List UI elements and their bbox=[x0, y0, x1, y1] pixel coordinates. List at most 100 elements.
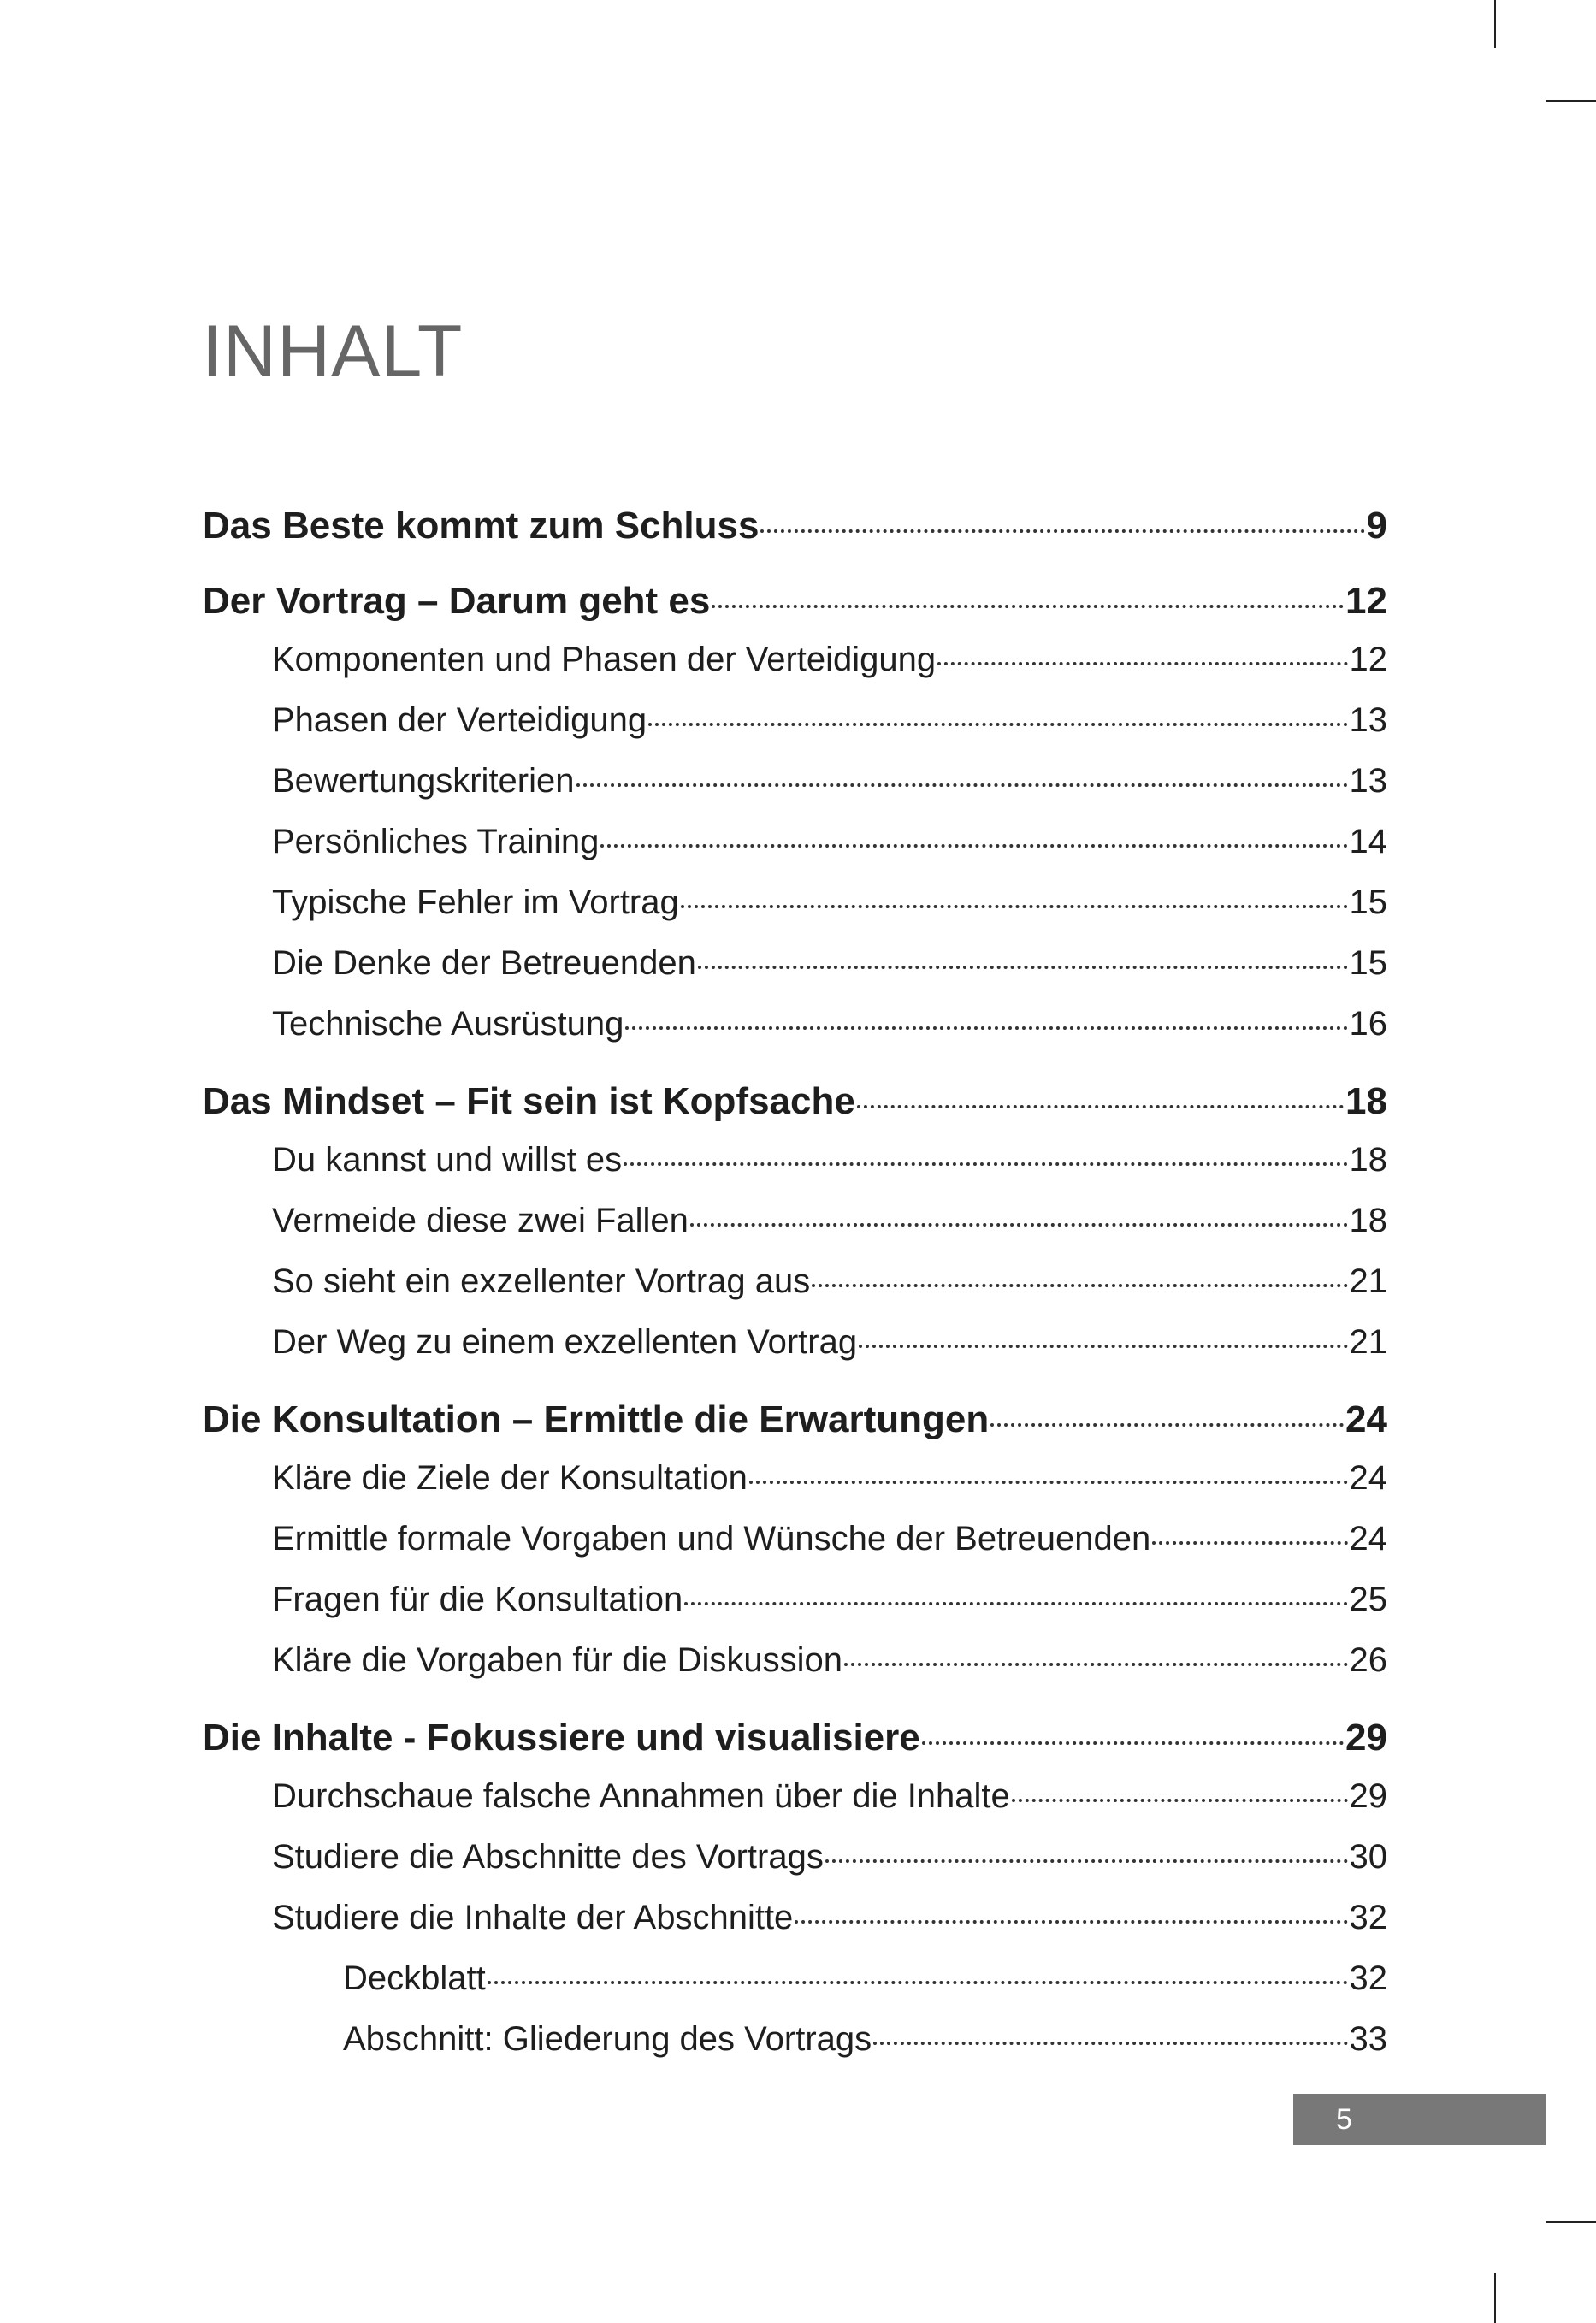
toc-entry-label: Komponenten und Phasen der Verteidigung bbox=[272, 641, 937, 678]
toc-entry-page: 18 bbox=[1349, 1141, 1388, 1179]
toc-entry-label: Kläre die Vorgaben für die Diskussion bbox=[272, 1641, 843, 1679]
toc-entry-label: Fragen für die Konsultation bbox=[272, 1581, 683, 1618]
table-of-contents: Das Beste kommt zum Schluss 9 Der Vortrag … bbox=[203, 497, 1387, 2070]
toc-section-entry[interactable]: Die Denke der Betreuenden 15 bbox=[203, 933, 1387, 994]
toc-entry-page: 29 bbox=[1349, 1777, 1388, 1815]
dot-leader bbox=[1011, 1799, 1348, 1802]
toc-entry-label: Das Beste kommt zum Schluss bbox=[203, 505, 760, 547]
toc-entry-label: Durchschaue falsche Annahmen über die In… bbox=[272, 1777, 1010, 1815]
dot-leader bbox=[697, 966, 1348, 969]
toc-section-entry[interactable]: Vermeide diese zwei Fallen 18 bbox=[203, 1191, 1387, 1251]
dot-leader bbox=[844, 1663, 1348, 1666]
toc-entry-label: Die Konsultation – Ermittle die Erwartun… bbox=[203, 1398, 990, 1440]
crop-mark-top-vertical bbox=[1494, 0, 1496, 48]
toc-entry-label: Du kannst und willst es bbox=[272, 1141, 623, 1179]
toc-entry-label: Das Mindset – Fit sein ist Kopfsache bbox=[203, 1080, 855, 1122]
toc-entry-page: 14 bbox=[1349, 823, 1388, 860]
toc-chapter-entry[interactable]: Die Inhalte - Fokussiere und visualisier… bbox=[203, 1709, 1387, 1766]
dot-leader bbox=[859, 1345, 1348, 1348]
page-title: INHALT bbox=[202, 310, 464, 393]
toc-entry-page: 26 bbox=[1349, 1641, 1388, 1679]
crop-mark-bottom-vertical bbox=[1494, 2273, 1496, 2323]
toc-entry-label: Der Vortrag – Darum geht es bbox=[203, 580, 711, 622]
toc-entry-label: So sieht ein exzellenter Vortrag aus bbox=[272, 1262, 811, 1300]
toc-entry-page: 32 bbox=[1349, 1959, 1388, 1997]
toc-entry-page: 32 bbox=[1349, 1899, 1388, 1936]
toc-chapter-entry[interactable]: Die Konsultation – Ermittle die Erwartun… bbox=[203, 1391, 1387, 1448]
dot-leader bbox=[856, 1105, 1345, 1108]
toc-section-entry[interactable]: Bewertungskriterien 13 bbox=[203, 751, 1387, 812]
toc-entry-label: Bewertungskriterien bbox=[272, 762, 575, 800]
dot-leader bbox=[1152, 1541, 1348, 1545]
toc-section-entry[interactable]: Ermittle formale Vorgaben und Wünsche de… bbox=[203, 1509, 1387, 1569]
toc-section-entry[interactable]: Technische Ausrüstung 16 bbox=[203, 994, 1387, 1055]
toc-entry-label: Persönliches Training bbox=[272, 823, 600, 860]
dot-leader bbox=[684, 1602, 1348, 1605]
toc-entry-page: 21 bbox=[1349, 1323, 1388, 1361]
toc-entry-page: 13 bbox=[1349, 701, 1388, 739]
toc-chapter-entry[interactable]: Das Beste kommt zum Schluss 9 bbox=[203, 497, 1387, 554]
toc-entry-page: 33 bbox=[1349, 2020, 1388, 2058]
dot-leader bbox=[990, 1423, 1345, 1427]
toc-entry-label: Die Denke der Betreuenden bbox=[272, 944, 696, 982]
toc-entry-page: 18 bbox=[1345, 1080, 1387, 1122]
toc-entry-page: 29 bbox=[1345, 1717, 1387, 1759]
toc-section-entry[interactable]: Studiere die Abschnitte des Vortrags 30 bbox=[203, 1827, 1387, 1888]
toc-entry-page: 12 bbox=[1349, 641, 1388, 678]
page-number-box bbox=[1293, 2094, 1546, 2145]
toc-entry-page: 30 bbox=[1349, 1838, 1388, 1876]
toc-entry-label: Typische Fehler im Vortrag bbox=[272, 884, 679, 921]
toc-section-entry[interactable]: So sieht ein exzellenter Vortrag aus 21 bbox=[203, 1251, 1387, 1312]
toc-entry-page: 21 bbox=[1349, 1262, 1388, 1300]
dot-leader bbox=[624, 1162, 1348, 1166]
toc-section-entry[interactable]: Persönliches Training 14 bbox=[203, 812, 1387, 872]
toc-entry-label: Phasen der Verteidigung bbox=[272, 701, 647, 739]
toc-entry-page: 18 bbox=[1349, 1202, 1388, 1239]
toc-entry-page: 15 bbox=[1349, 884, 1388, 921]
dot-leader bbox=[937, 662, 1348, 665]
toc-entry-page: 24 bbox=[1349, 1520, 1388, 1558]
toc-entry-page: 16 bbox=[1349, 1005, 1388, 1043]
toc-entry-page: 12 bbox=[1345, 580, 1387, 622]
toc-section-entry[interactable]: Abschnitt: Gliederung des Vortrags 33 bbox=[203, 2009, 1387, 2070]
toc-entry-page: 15 bbox=[1349, 944, 1388, 982]
toc-entry-label: Technische Ausrüstung bbox=[272, 1005, 624, 1043]
toc-section-entry[interactable]: Phasen der Verteidigung 13 bbox=[203, 690, 1387, 751]
dot-leader bbox=[600, 844, 1348, 848]
dot-leader bbox=[576, 783, 1348, 787]
toc-section-entry[interactable]: Fragen für die Konsultation 25 bbox=[203, 1569, 1387, 1630]
toc-section-entry[interactable]: Kläre die Vorgaben für die Diskussion 26 bbox=[203, 1630, 1387, 1691]
toc-entry-label: Studiere die Abschnitte des Vortrags bbox=[272, 1838, 824, 1876]
toc-entry-page: 24 bbox=[1349, 1459, 1388, 1497]
toc-section-entry[interactable]: Deckblatt 32 bbox=[203, 1948, 1387, 2009]
toc-entry-label: Studiere die Inhalte der Abschnitte bbox=[272, 1899, 794, 1936]
toc-entry-label: Der Weg zu einem exzellenten Vortrag bbox=[272, 1323, 858, 1361]
toc-section-entry[interactable]: Durchschaue falsche Annahmen über die In… bbox=[203, 1766, 1387, 1827]
toc-entry-page: 25 bbox=[1349, 1581, 1388, 1618]
toc-section-entry[interactable]: Der Weg zu einem exzellenten Vortrag 21 bbox=[203, 1312, 1387, 1373]
toc-section-entry[interactable]: Studiere die Inhalte der Abschnitte 32 bbox=[203, 1888, 1387, 1948]
toc-entry-label: Vermeide diese zwei Fallen bbox=[272, 1202, 689, 1239]
dot-leader bbox=[795, 1920, 1348, 1924]
dot-leader bbox=[487, 1981, 1348, 1984]
toc-entry-page: 13 bbox=[1349, 762, 1388, 800]
page-number: 5 bbox=[1336, 2103, 1352, 2136]
toc-section-entry[interactable]: Typische Fehler im Vortrag 15 bbox=[203, 872, 1387, 933]
crop-mark-top-horizontal bbox=[1546, 100, 1596, 102]
dot-leader bbox=[921, 1741, 1345, 1745]
toc-entry-label: Abschnitt: Gliederung des Vortrags bbox=[343, 2020, 872, 2058]
dot-leader bbox=[680, 905, 1348, 908]
dot-leader bbox=[689, 1223, 1348, 1227]
crop-mark-bottom-horizontal bbox=[1546, 2221, 1596, 2223]
toc-section-entry[interactable]: Kläre die Ziele der Konsultation 24 bbox=[203, 1448, 1387, 1509]
dot-leader bbox=[748, 1481, 1348, 1484]
toc-entry-label: Deckblatt bbox=[343, 1959, 486, 1997]
dot-leader bbox=[760, 529, 1365, 533]
toc-chapter-entry[interactable]: Das Mindset – Fit sein ist Kopfsache 18 bbox=[203, 1073, 1387, 1130]
toc-section-entry[interactable]: Du kannst und willst es 18 bbox=[203, 1130, 1387, 1191]
dot-leader bbox=[812, 1284, 1348, 1287]
toc-entry-page: 24 bbox=[1345, 1398, 1387, 1440]
toc-section-entry[interactable]: Komponenten und Phasen der Verteidigung 1… bbox=[203, 630, 1387, 690]
dot-leader bbox=[648, 723, 1348, 726]
toc-chapter-entry[interactable]: Der Vortrag – Darum geht es 12 bbox=[203, 572, 1387, 630]
